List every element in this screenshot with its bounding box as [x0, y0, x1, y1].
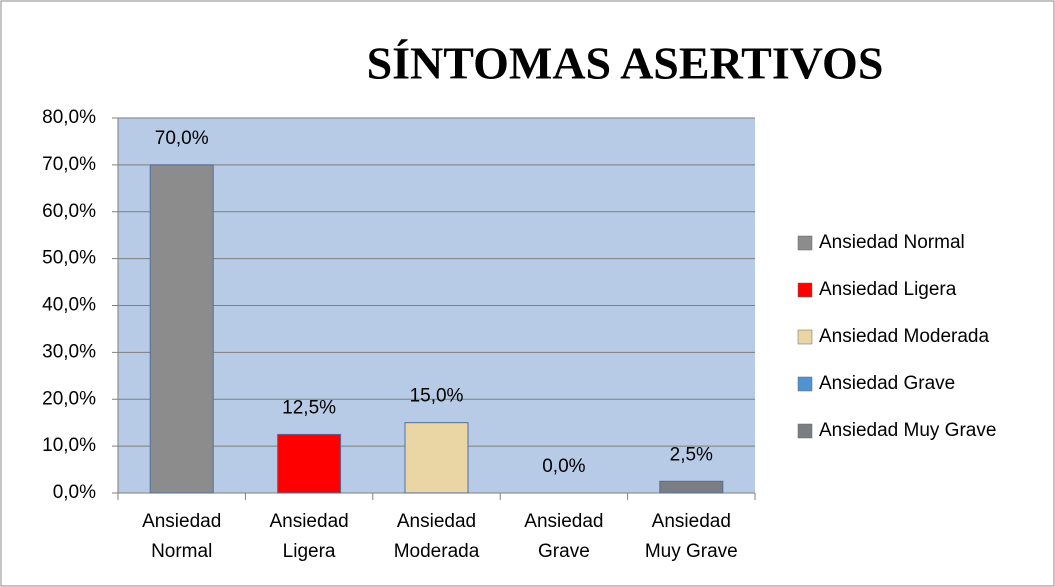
y-tick-label: 40,0% — [42, 295, 96, 316]
data-label: 70,0% — [155, 128, 209, 149]
x-tick-label: Ansiedad Grave — [524, 511, 604, 562]
legend-swatch — [797, 376, 813, 392]
x-tick-label: Ansiedad Normal — [142, 511, 222, 562]
y-tick-label: 10,0% — [42, 435, 96, 456]
x-tick-label: Ansiedad Moderada — [393, 511, 480, 562]
legend-swatch — [797, 282, 813, 298]
legend-label: Ansiedad Ligera — [819, 279, 957, 300]
legend-swatch — [797, 235, 813, 251]
data-label: 12,5% — [282, 397, 336, 418]
chart-title: SÍNTOMAS ASERTIVOS — [367, 38, 884, 89]
y-tick-label: 50,0% — [42, 248, 96, 269]
legend-label: Ansiedad Normal — [819, 232, 965, 253]
legend-label: Ansiedad Grave — [819, 373, 955, 394]
data-label: 2,5% — [670, 444, 713, 465]
bar — [277, 433, 342, 494]
x-tick-label: Ansiedad Muy Grave — [644, 511, 738, 562]
legend-label: Ansiedad Muy Grave — [819, 420, 996, 441]
y-tick-label: 60,0% — [42, 201, 96, 222]
bar — [404, 422, 469, 494]
y-tick-label: 80,0% — [42, 107, 96, 128]
x-tick-label: Ansiedad Ligera — [269, 511, 349, 562]
bar — [659, 480, 724, 494]
legend-swatch — [797, 423, 813, 439]
bar — [149, 164, 214, 494]
data-label: 15,0% — [410, 386, 464, 407]
data-label: 0,0% — [542, 456, 585, 477]
y-tick-label: 30,0% — [42, 341, 96, 362]
legend-swatch — [797, 329, 813, 345]
y-tick-label: 0,0% — [53, 482, 96, 503]
y-tick-label: 20,0% — [42, 388, 96, 409]
y-tick-label: 70,0% — [42, 154, 96, 175]
legend-label: Ansiedad Moderada — [819, 326, 989, 347]
